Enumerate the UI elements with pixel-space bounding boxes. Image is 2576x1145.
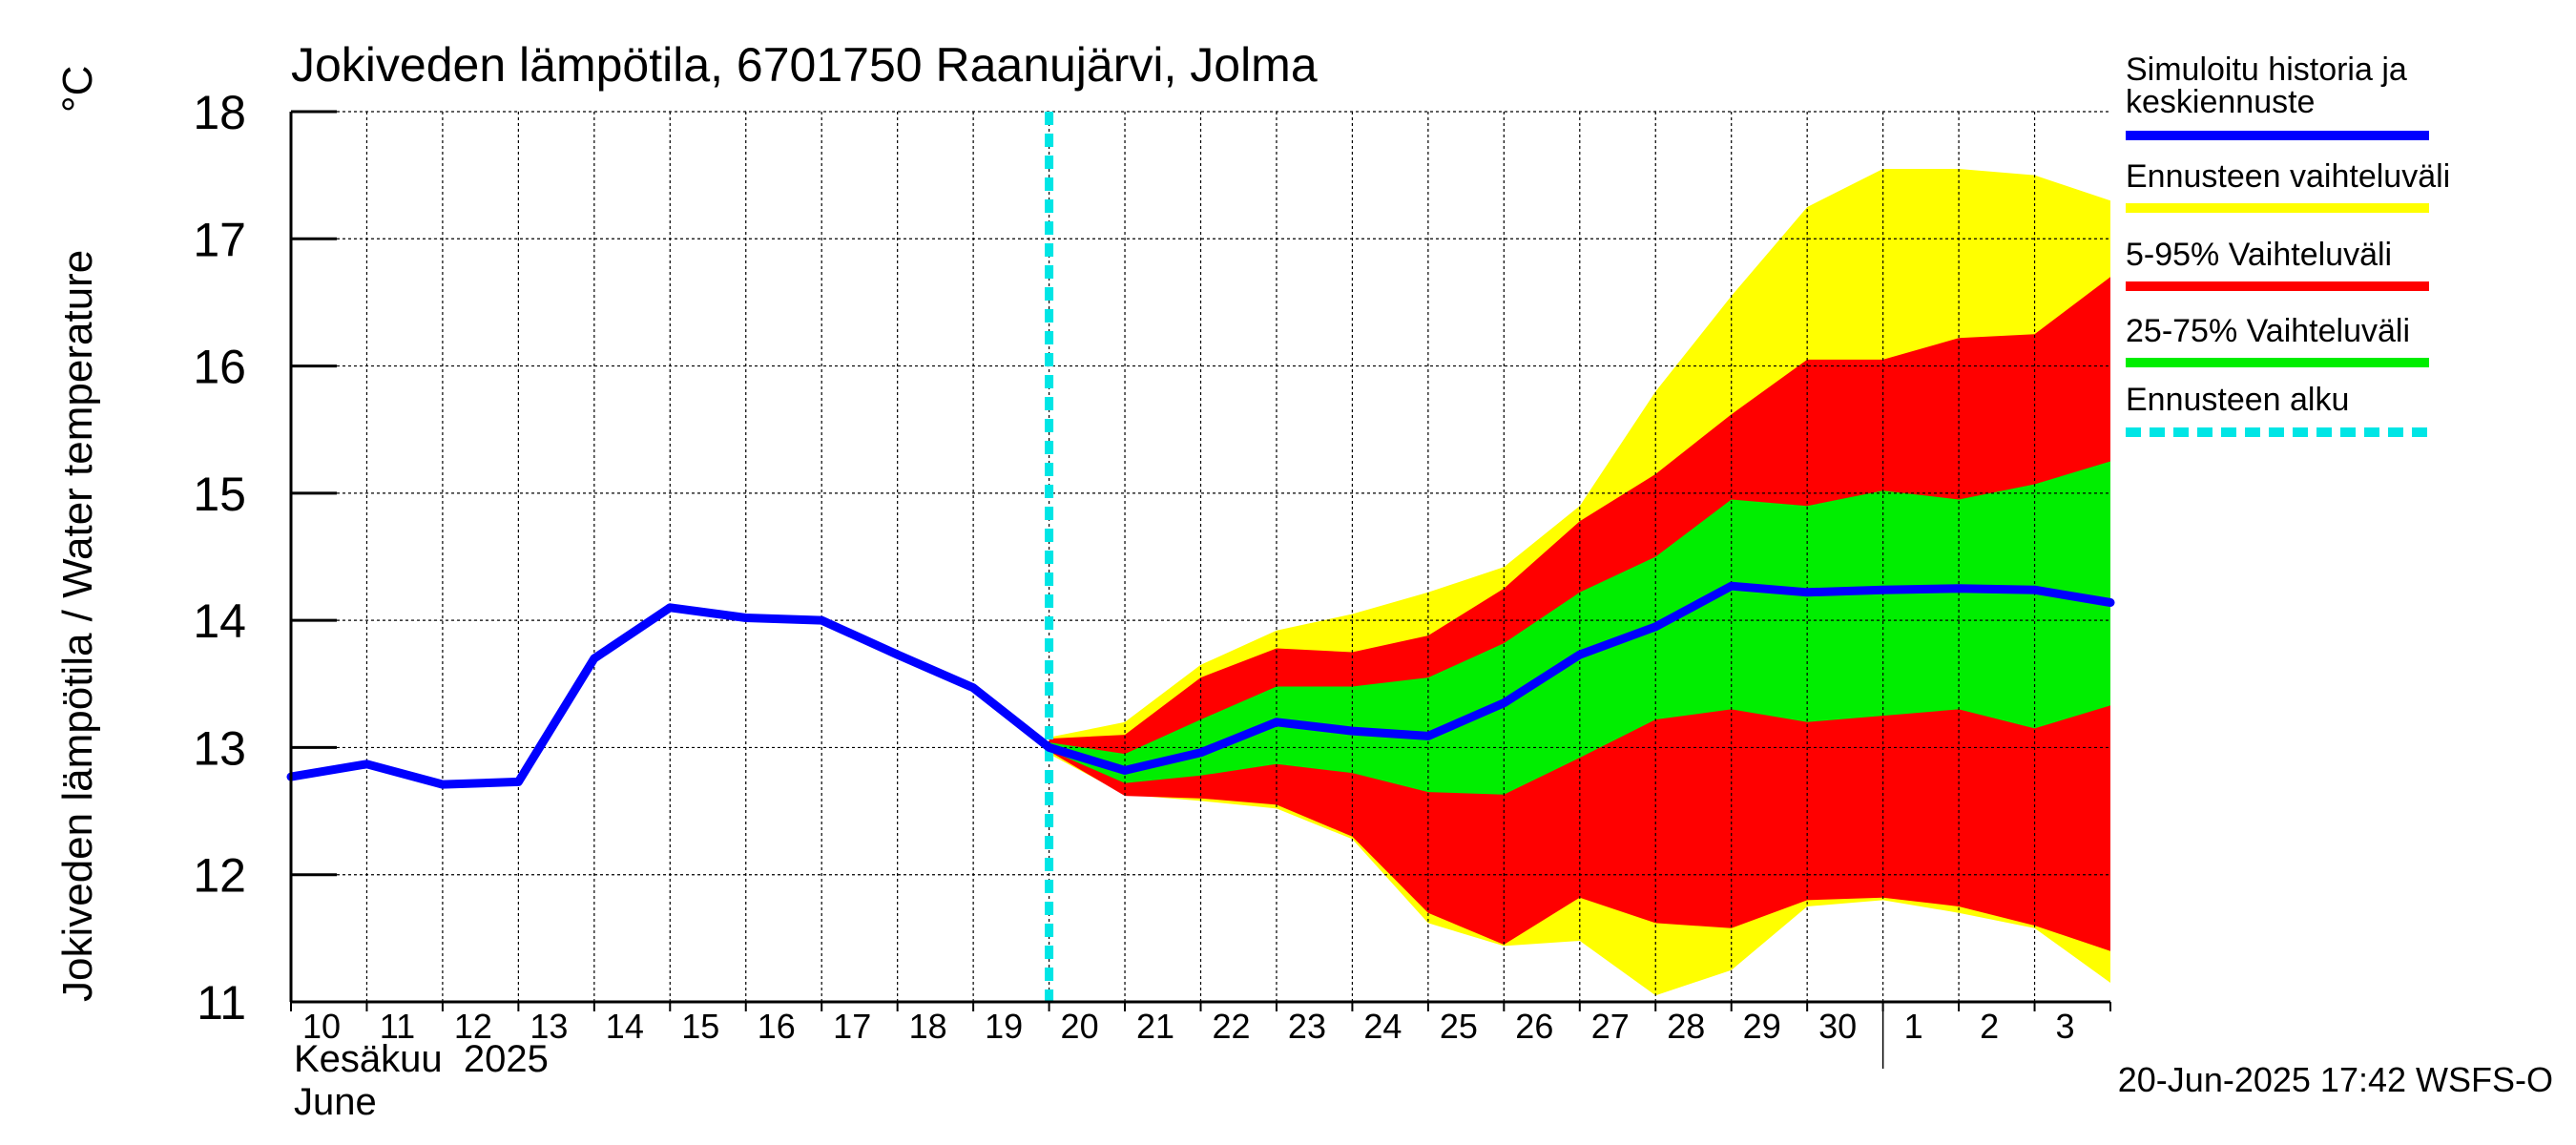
legend-label: Ennusteen vaihteluväli — [2126, 158, 2450, 195]
x-tick-label: 25 — [1440, 1007, 1478, 1046]
x-tick-label: 22 — [1212, 1007, 1250, 1046]
x-tick-label: 12 — [454, 1007, 492, 1046]
x-axis-ticks: 10 11 12 13 14 15 16 17 18 19 20 21 22 23 24 25 26 27 28 29… — [290, 1002, 2111, 1069]
y-tick-label: 14 — [193, 594, 246, 648]
x-tick-label: 24 — [1363, 1007, 1402, 1046]
x-tick-label: 20 — [1061, 1007, 1099, 1046]
legend-label: 25-75% Vaihteluväli — [2126, 313, 2410, 349]
x-tick-label: 28 — [1667, 1007, 1705, 1046]
x-tick-label: 26 — [1515, 1007, 1553, 1046]
y-axis-unit: °C — [54, 66, 101, 113]
y-tick-label: 16 — [193, 341, 246, 394]
y-tick-label: 18 — [193, 86, 246, 139]
x-tick-label: 1 — [1904, 1007, 1923, 1046]
legend-label: Simuloitu historia ja — [2126, 52, 2407, 88]
month-label-english: June — [294, 1081, 377, 1123]
x-tick-label: 2 — [1980, 1007, 1999, 1046]
legend-label: 5-95% Vaihteluväli — [2126, 237, 2392, 273]
month-label-finnish: Kesäkuu 2025 — [294, 1038, 549, 1080]
x-tick-label: 18 — [909, 1007, 947, 1046]
y-tick-label: 12 — [193, 849, 246, 903]
x-tick-label: 14 — [606, 1007, 644, 1046]
x-tick-label: 23 — [1288, 1007, 1326, 1046]
x-tick-label: 30 — [1818, 1007, 1857, 1046]
x-tick-label: 3 — [2056, 1007, 2075, 1046]
x-tick-label: 21 — [1136, 1007, 1174, 1046]
x-tick-label: 27 — [1591, 1007, 1630, 1046]
x-tick-label: 17 — [833, 1007, 871, 1046]
x-tick-label: 13 — [530, 1007, 568, 1046]
y-tick-label: 15 — [193, 468, 246, 521]
y-tick-label: 11 — [197, 976, 246, 1030]
series-lines — [286, 112, 2115, 1002]
x-tick-label: 29 — [1743, 1007, 1781, 1046]
x-tick-label: 16 — [758, 1007, 796, 1046]
median-line — [286, 581, 2115, 789]
chart-title: Jokiveden lämpötila, 6701750 Raanujärvi,… — [291, 38, 1318, 92]
x-tick-label: 10 — [302, 1007, 341, 1046]
y-axis-ticks: 11 12 13 14 15 16 17 18 — [193, 86, 337, 1030]
y-tick-label: 13 — [193, 721, 246, 775]
x-tick-label: 11 — [380, 1007, 415, 1046]
y-axis-label: Jokiveden lämpötila / Water temperature — [54, 250, 101, 1002]
x-tick-label: 15 — [681, 1007, 719, 1046]
y-tick-label: 17 — [193, 213, 246, 266]
x-tick-label: 19 — [985, 1007, 1023, 1046]
legend-label: keskiennuste — [2126, 84, 2315, 120]
footer-timestamp: 20-Jun-2025 17:42 WSFS-O — [2118, 1060, 2553, 1099]
legend-label: Ennusteen alku — [2126, 382, 2349, 418]
